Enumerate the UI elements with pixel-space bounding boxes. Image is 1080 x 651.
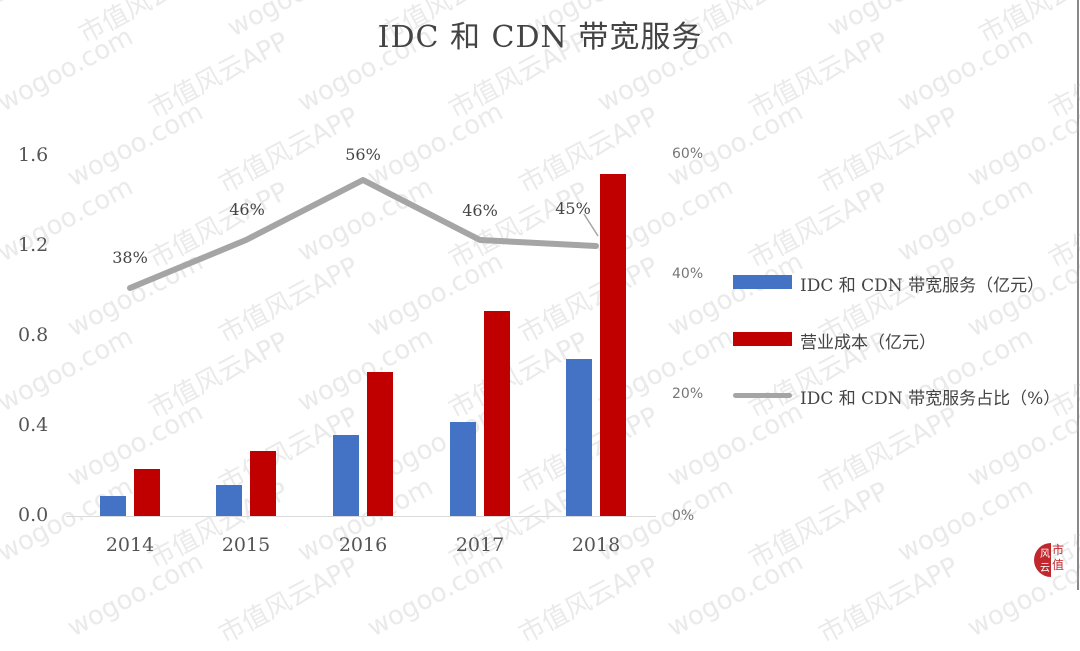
x-axis-line: [66, 516, 656, 517]
watermark-text: 市值风云APP: [144, 176, 294, 275]
legend-swatch-line: [733, 393, 792, 398]
watermark-text: 市值风云APP: [744, 176, 894, 275]
watermark-text: wogoo.com: [892, 471, 1039, 569]
bar-idc-cdn-2014: [100, 495, 126, 516]
watermark-text: 市值风云APP: [814, 401, 964, 500]
watermark-text: wogoo.com: [962, 96, 1080, 194]
bar-idc-cdn-2018: [566, 358, 592, 516]
legend-swatch-blue: [733, 275, 792, 289]
left-axis-tick: 0.0: [18, 504, 49, 526]
watermark-text: 市值风云APP: [514, 551, 664, 650]
watermark-text: wogoo.com: [962, 396, 1080, 494]
point-label-2015: 46%: [229, 200, 265, 219]
watermark-text: wogoo.com: [362, 546, 509, 644]
left-axis-tick: 1.6: [18, 144, 49, 166]
point-label-2014: 38%: [112, 248, 148, 267]
bar-cost-2017: [484, 311, 510, 516]
x-axis-label: 2014: [105, 534, 155, 556]
watermark-text: 市值风云APP: [814, 551, 964, 650]
watermark-text: wogoo.com: [62, 96, 209, 194]
legend-label: 营业成本（亿元）: [800, 333, 936, 353]
brand-logo: 风 云 市值: [1032, 541, 1070, 579]
x-axis-label: 2017: [455, 534, 505, 556]
watermark-text: wogoo.com: [662, 396, 809, 494]
watermark-text: wogoo.com: [662, 546, 809, 644]
watermark-text: 市值风云APP: [214, 251, 364, 350]
watermark-text: wogoo.com: [892, 171, 1039, 269]
legend-label: IDC 和 CDN 带宽服务占比（%）: [800, 389, 1061, 409]
point-label-2016: 56%: [345, 145, 381, 164]
legend-swatch-red: [733, 332, 792, 346]
bar-cost-2016: [367, 372, 393, 516]
bar-idc-cdn-2016: [333, 435, 359, 516]
x-axis-label: 2018: [571, 534, 621, 556]
watermark-text: wogoo.com: [662, 96, 809, 194]
watermark-text: 市值风云APP: [744, 476, 894, 575]
point-label-2017: 46%: [462, 201, 498, 220]
watermark-text: 市值风云APP: [814, 101, 964, 200]
x-axis-label: 2016: [338, 534, 388, 556]
point-label-2018: 45%: [555, 199, 591, 218]
watermark-text: wogoo.com: [62, 546, 209, 644]
bar-cost-2015: [250, 450, 276, 516]
watermark-text: 市值风云APP: [514, 251, 664, 350]
svg-text:云: 云: [1040, 563, 1050, 574]
bar-cost-2018: [600, 174, 626, 516]
left-axis-tick: 0.8: [18, 324, 49, 346]
logo-seal-icon: 风 云: [1034, 543, 1051, 577]
watermark-text: 市值风云APP: [144, 326, 294, 425]
legend-label: IDC 和 CDN 带宽服务（亿元）: [800, 276, 1045, 296]
right-axis-tick: 0%: [672, 508, 695, 524]
watermark-text: 市值风云APP: [444, 176, 594, 275]
chart-title: IDC 和 CDN 带宽服务: [377, 20, 703, 55]
right-axis-tick: 60%: [672, 146, 704, 162]
logo-text: 市值: [1052, 543, 1065, 572]
watermark-text: 市值风云APP: [514, 101, 664, 200]
svg-text:风: 风: [1040, 548, 1050, 560]
right-axis-tick: 20%: [672, 386, 704, 402]
right-border: [1077, 0, 1079, 590]
left-axis-tick: 1.2: [18, 234, 49, 256]
bar-idc-cdn-2017: [450, 421, 476, 516]
x-axis-label: 2015: [221, 534, 271, 556]
bar-idc-cdn-2015: [216, 484, 242, 516]
watermark-text: wogoo.com: [292, 171, 439, 269]
watermark-text: 市值风云APP: [1044, 176, 1080, 275]
bar-cost-2014: [134, 468, 160, 516]
watermark-text: 市值风云APP: [1044, 326, 1080, 425]
watermark-text: 市值风云APP: [214, 551, 364, 650]
watermark-text: wogoo.com: [292, 321, 439, 419]
left-axis-tick: 0.4: [18, 414, 49, 436]
watermark-text: wogoo.com: [662, 246, 809, 344]
right-axis-tick: 40%: [672, 266, 704, 282]
